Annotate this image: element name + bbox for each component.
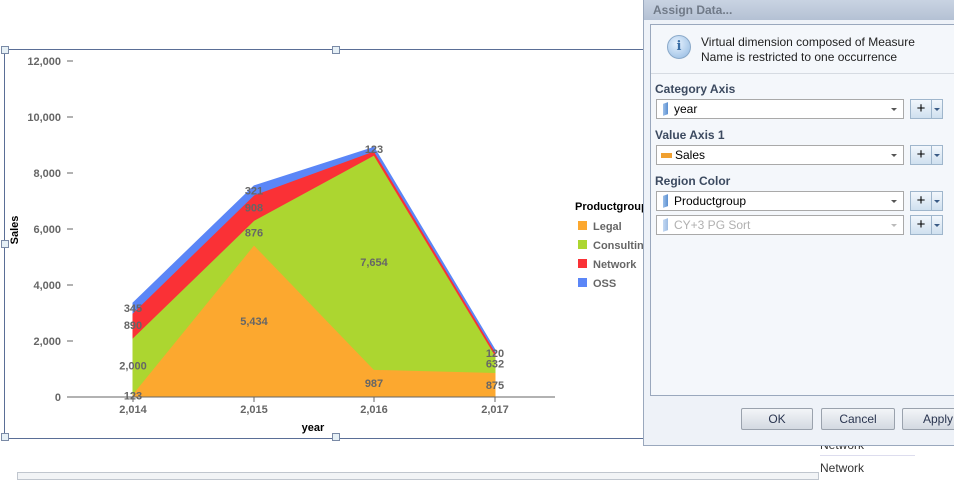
data-label: 123 [124,390,142,402]
chevron-down-icon [891,224,897,227]
plus-icon: + [916,100,926,117]
data-label: 5,434 [240,316,268,328]
resize-handle[interactable] [1,46,9,54]
y-tick-label: 0 [55,392,61,404]
dimension-icon [663,102,668,116]
cancel-button[interactable]: Cancel [821,408,895,430]
category-axis-select[interactable]: year [656,99,904,119]
y-tick-label: 4,000 [33,280,61,292]
data-label: 123 [365,144,383,156]
plus-icon: + [916,146,926,163]
area-oss [132,146,496,354]
y-tick-label: 12,000 [27,56,61,68]
chevron-down-icon[interactable] [931,100,942,118]
apply-button[interactable]: Apply [902,408,954,430]
y-tick-label: 6,000 [33,224,61,236]
add-category-button[interactable]: + [910,99,943,119]
legend-title: Productgroup [575,201,648,213]
data-label: 120 [486,348,504,360]
list-item[interactable]: Network [820,455,915,480]
chevron-down-icon [891,108,897,111]
value-axis-label: Value Axis 1 [655,128,725,142]
y-axis-title: Sales [9,216,21,245]
category-axis-label: Category Axis [655,82,736,96]
x-tick-label: 2,016 [360,404,388,416]
y-tick-label: 2,000 [33,336,61,348]
region-color-select-2[interactable]: CY+3 PG Sort [656,215,904,235]
value-axis-select[interactable]: Sales [656,145,904,165]
data-label: 876 [245,228,263,240]
region-color-label: Region Color [655,174,731,188]
info-message: i Virtual dimension composed of Measure … [651,25,954,74]
info-icon: i [667,35,691,59]
chevron-down-icon[interactable] [931,146,942,164]
chevron-down-icon[interactable] [931,192,942,210]
value-axis-value: Sales [675,148,706,162]
data-label: 632 [486,359,504,371]
data-label: 987 [365,378,383,390]
legend-item-oss: OSS [593,278,616,290]
plus-icon: + [916,192,926,209]
plus-icon: + [916,216,926,233]
dialog-title[interactable]: Assign Data... [644,0,954,20]
resize-handle[interactable] [332,433,340,441]
region-color-value-2: CY+3 PG Sort [674,218,751,232]
legend-item-network: Network [593,259,637,271]
region-color-select[interactable]: Productgroup [656,191,904,211]
dimension-icon [663,194,668,208]
data-label: 345 [124,303,142,315]
measure-icon [661,152,672,158]
data-label: 875 [486,380,504,392]
legend-swatch-consulting [578,240,587,249]
resize-handle[interactable] [1,433,9,441]
x-tick-label: 2,017 [481,404,509,416]
assign-data-dialog: Assign Data... i Virtual dimension compo… [643,0,954,446]
y-tick-label: 8,000 [33,168,61,180]
chevron-down-icon [891,154,897,157]
x-axis-title: year [302,422,325,434]
info-text: Virtual dimension composed of Measure Na… [701,35,915,64]
data-label: 908 [245,203,263,215]
resize-handle[interactable] [1,240,9,248]
chevron-down-icon[interactable] [931,216,942,234]
x-tick-label: 2,014 [119,404,147,416]
data-label: 890 [124,320,142,332]
legend-swatch-oss [578,278,587,287]
chevron-down-icon [891,200,897,203]
add-region-button-2[interactable]: + [910,215,943,235]
y-tick-label: 10,000 [27,112,61,124]
ok-button[interactable]: OK [741,408,813,430]
data-label: 321 [245,185,263,197]
add-value-button[interactable]: + [910,145,943,165]
data-label: 7,654 [360,257,388,269]
category-axis-value: year [674,102,698,116]
dialog-body: i Virtual dimension composed of Measure … [650,24,954,396]
horizontal-scrollbar[interactable] [17,472,819,480]
data-label: 2,000 [119,361,147,373]
legend-swatch-legal [578,221,587,230]
legend-item-legal: Legal [593,221,622,233]
dimension-icon [663,218,668,232]
legend-item-consulting: Consulting [593,240,650,252]
x-tick-label: 2,015 [240,404,268,416]
region-color-value: Productgroup [674,194,747,208]
legend-swatch-network [578,259,587,268]
add-region-button[interactable]: + [910,191,943,211]
resize-handle[interactable] [332,46,340,54]
